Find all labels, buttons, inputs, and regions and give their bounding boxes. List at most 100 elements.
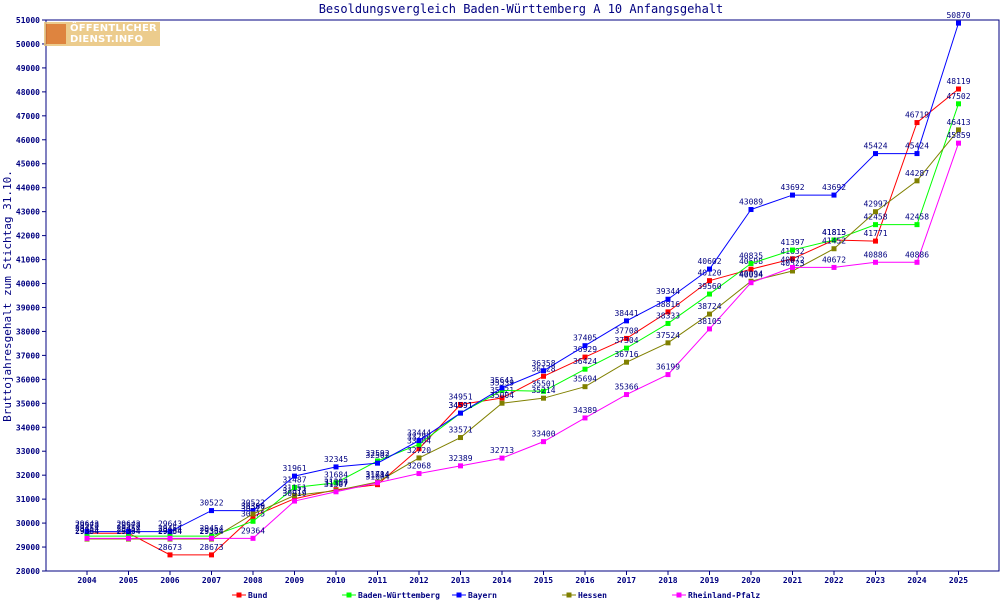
- data-label: 31714: [365, 470, 389, 479]
- data-point: [831, 237, 837, 243]
- data-label: 35539: [490, 378, 514, 387]
- data-label: 41771: [863, 229, 887, 238]
- data-point: [292, 498, 297, 504]
- x-tick-label: 2011: [368, 576, 387, 585]
- data-point: [167, 552, 173, 558]
- legend-marker: [456, 592, 462, 598]
- data-label: 30522: [199, 499, 223, 508]
- data-point: [914, 151, 920, 157]
- logo-text-line2: DIENST.INFO: [70, 34, 144, 45]
- data-point: [914, 178, 920, 184]
- data-label: 40672: [780, 255, 804, 264]
- data-label: 50870: [946, 11, 970, 20]
- data-point: [209, 552, 214, 558]
- legend-marker: [346, 592, 352, 598]
- data-point: [541, 395, 546, 401]
- data-label: 32389: [448, 454, 472, 463]
- data-point: [914, 120, 920, 126]
- data-label: 38816: [656, 300, 680, 309]
- data-label: 45424: [905, 142, 929, 151]
- data-point: [914, 222, 920, 228]
- data-label: 40034: [739, 271, 763, 280]
- data-point: [790, 264, 795, 270]
- data-point: [748, 266, 754, 272]
- x-tick-label: 2023: [866, 576, 885, 585]
- data-label: 31684: [324, 471, 348, 480]
- data-label: 36929: [573, 345, 597, 354]
- data-label: 44287: [905, 169, 929, 178]
- data-label: 40672: [822, 255, 846, 264]
- data-point: [873, 151, 878, 157]
- data-point: [541, 368, 546, 374]
- data-point: [167, 535, 173, 541]
- data-point: [333, 480, 339, 486]
- y-tick-label: 35000: [16, 399, 40, 408]
- data-label: 36199: [656, 363, 680, 372]
- legend-label: Bund: [248, 591, 267, 600]
- data-label: 30919: [282, 489, 306, 498]
- x-tick-label: 2019: [700, 576, 719, 585]
- data-label: 42997: [863, 200, 887, 209]
- data-label: 33444: [407, 429, 431, 438]
- data-label: 47502: [946, 92, 970, 101]
- data-point: [748, 261, 754, 267]
- data-point: [250, 511, 256, 517]
- data-label: 39560: [697, 282, 721, 291]
- data-label: 33571: [448, 426, 472, 435]
- data-point: [541, 373, 546, 379]
- y-tick-label: 47000: [16, 112, 40, 121]
- data-label: 37405: [573, 334, 597, 343]
- data-label: 34951: [448, 392, 472, 401]
- data-point: [873, 222, 878, 228]
- y-tick-label: 49000: [16, 64, 40, 73]
- data-point: [665, 296, 671, 302]
- data-point: [624, 392, 629, 398]
- chart-title: Besoldungsvergleich Baden-Württemberg A …: [319, 2, 724, 16]
- data-label: 35694: [573, 375, 597, 384]
- data-label: 40886: [863, 250, 887, 259]
- data-label: 40602: [697, 257, 721, 266]
- data-point: [956, 20, 961, 26]
- series-rheinland-pfalz: 29364 29364 29364 29364 29364309193130731684…: [75, 131, 971, 541]
- y-tick-label: 43000: [16, 208, 40, 217]
- data-point: [167, 529, 173, 535]
- data-label: 39344: [656, 287, 680, 296]
- data-point: [499, 385, 505, 391]
- x-tick-label: 2004: [77, 576, 96, 585]
- legend-entry: Hessen: [562, 591, 607, 600]
- data-label: 29364: [199, 526, 223, 535]
- data-point: [250, 518, 256, 524]
- data-label: 34591: [448, 401, 472, 410]
- data-label: 29334: [158, 527, 182, 536]
- data-point: [873, 238, 878, 244]
- data-label: 30522: [241, 499, 265, 508]
- data-point: [416, 446, 422, 452]
- data-point: [541, 388, 546, 394]
- x-tick-label: 2017: [617, 576, 636, 585]
- data-label: 45424: [863, 142, 887, 151]
- y-tick-label: 36000: [16, 375, 40, 384]
- data-label: 32345: [324, 455, 348, 464]
- data-point: [250, 535, 256, 541]
- data-point: [458, 401, 463, 407]
- data-point: [416, 441, 422, 447]
- data-label: 43692: [822, 183, 846, 192]
- data-label: 35004: [490, 391, 514, 400]
- series-line: [87, 142, 959, 539]
- y-tick-label: 32000: [16, 471, 40, 480]
- series-bund: 2957829578286732867330277310173139431604…: [75, 77, 971, 558]
- data-label: 31604: [365, 473, 389, 482]
- data-point: [582, 354, 588, 360]
- y-tick-label: 41000: [16, 256, 40, 265]
- y-tick-label: 39000: [16, 303, 40, 312]
- series-line: [87, 129, 959, 540]
- data-point: [665, 340, 671, 346]
- x-tick-label: 2020: [741, 576, 760, 585]
- data-label: 32592: [365, 449, 389, 458]
- data-label: 31307: [324, 480, 348, 489]
- data-point: [831, 264, 837, 270]
- data-label: 29364: [241, 526, 265, 535]
- data-point: [84, 535, 90, 541]
- data-point: [665, 320, 671, 326]
